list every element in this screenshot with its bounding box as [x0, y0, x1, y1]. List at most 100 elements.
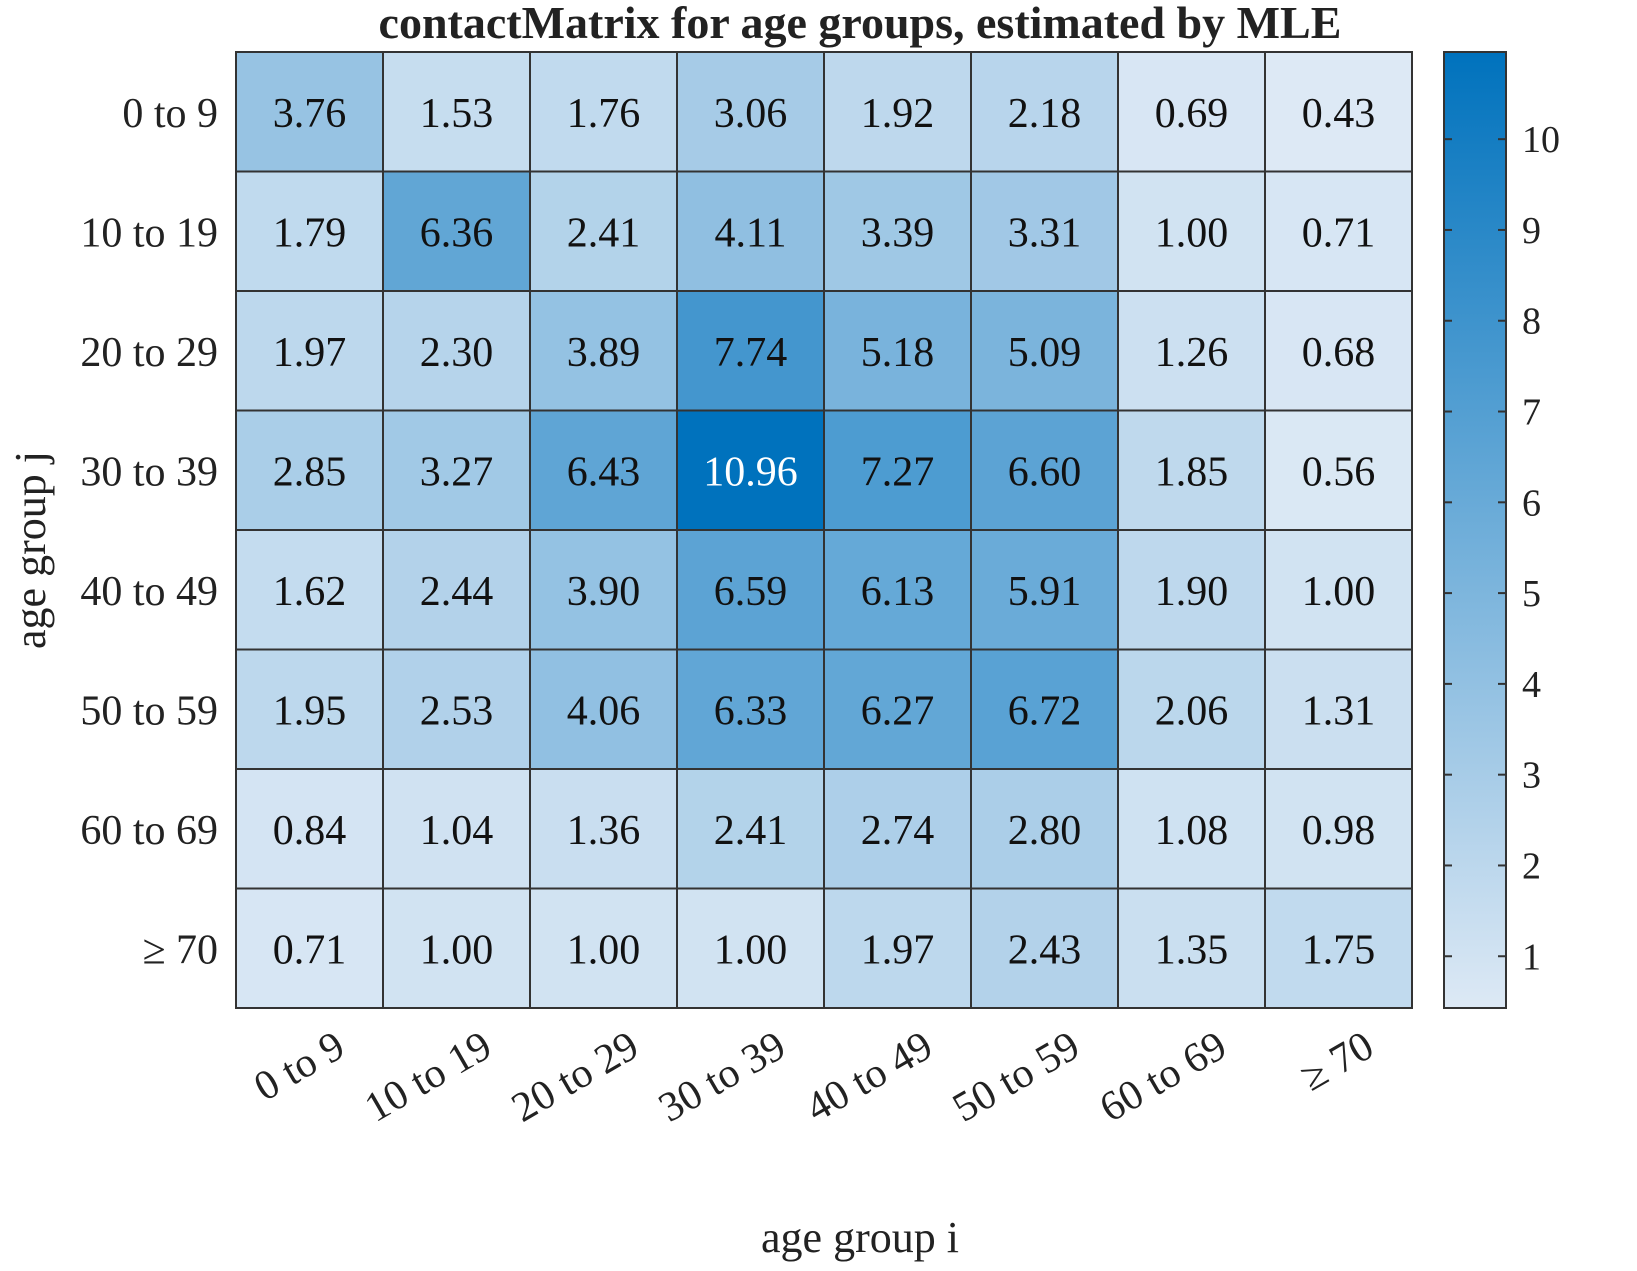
heatmap-cell	[1117, 409, 1266, 531]
cell-value-label: 3.89	[567, 330, 641, 376]
cell-value-label: 1.00	[1302, 569, 1376, 615]
heatmap-cell	[235, 409, 384, 531]
cell-value-label: 6.36	[420, 210, 494, 256]
heatmap-cell	[529, 887, 678, 1009]
x-tick-label: 0 to 9	[247, 1023, 353, 1111]
cell-value-label: 1.95	[273, 688, 347, 734]
cell-value-label: 2.74	[861, 808, 935, 854]
cell-value-label: 1.36	[567, 808, 641, 854]
heatmap-cell	[382, 887, 531, 1009]
cell-value-label: 6.33	[714, 688, 788, 734]
heatmap-cell	[676, 887, 825, 1009]
cell-value-label: 5.09	[1008, 330, 1082, 376]
colorbar-tick-label: 4	[1522, 664, 1541, 706]
cell-value-label: 1.00	[567, 927, 641, 973]
heatmap-cell	[823, 887, 972, 1009]
cell-value-label: 1.00	[1155, 210, 1229, 256]
heatmap-cell	[676, 51, 825, 173]
cell-value-label: 0.56	[1302, 449, 1376, 495]
cell-value-label: 2.18	[1008, 91, 1082, 137]
colorbar-tick-label: 9	[1522, 210, 1541, 252]
colorbar-tick-label: 6	[1522, 482, 1541, 524]
cell-value-label: 3.31	[1008, 210, 1082, 256]
heatmap-cell	[970, 768, 1119, 890]
cell-value-label: 6.60	[1008, 449, 1082, 495]
y-tick-label: 50 to 59	[80, 688, 218, 734]
heatmap-cell	[382, 170, 531, 292]
cell-value-label: 1.90	[1155, 569, 1229, 615]
y-axis-label: age group j	[6, 451, 55, 649]
y-tick-label: 60 to 69	[80, 808, 218, 854]
heatmap-cell	[676, 170, 825, 292]
heatmap-cell	[235, 887, 384, 1009]
x-tick-label: ≥ 70	[1293, 1023, 1381, 1101]
colorbar-tick-label: 8	[1522, 301, 1541, 343]
cell-value-label: 2.06	[1155, 688, 1229, 734]
colorbar-tick-label: 3	[1522, 755, 1541, 797]
cell-value-label: 0.98	[1302, 808, 1376, 854]
cell-value-label: 4.06	[567, 688, 641, 734]
cell-value-label: 1.04	[420, 808, 494, 854]
cell-value-label: 1.53	[420, 91, 494, 137]
cell-value-label: 2.41	[567, 210, 641, 256]
heatmap-cell	[529, 51, 678, 173]
cell-value-label: 6.43	[567, 449, 641, 495]
cell-value-label: 6.59	[714, 569, 788, 615]
heatmap-cell	[970, 648, 1119, 770]
cell-value-label: 1.00	[714, 927, 788, 973]
heatmap-cell	[235, 51, 384, 173]
cell-value-label: 6.27	[861, 688, 935, 734]
cell-value-label: 0.68	[1302, 330, 1376, 376]
heatmap-cell	[235, 290, 384, 412]
heatmap-cell	[970, 170, 1119, 292]
colorbar-ticks: 1 2 3 4 5 6 7 8 9 10	[1444, 119, 1560, 978]
cell-value-label: 1.76	[567, 91, 641, 137]
cell-value-label: 3.39	[861, 210, 935, 256]
cell-value-label: 7.74	[714, 330, 788, 376]
colorbar-tick-label: 1	[1522, 936, 1541, 978]
cell-value-label: 6.72	[1008, 688, 1082, 734]
y-axis-tick-labels: 0 to 9 10 to 19 20 to 29 30 to 39 40 to 49 50…	[80, 91, 218, 974]
chart-title: contactMatrix for age groups, estimated …	[379, 0, 1342, 48]
heatmap-cell	[823, 290, 972, 412]
cell-value-label: 1.35	[1155, 927, 1229, 973]
heatmap-cell	[1117, 290, 1266, 412]
y-tick-label: 40 to 49	[80, 569, 218, 615]
cell-value-label: 1.97	[861, 927, 935, 973]
cell-value-label: 0.71	[273, 927, 347, 973]
cell-value-label: 6.13	[861, 569, 935, 615]
cell-value-label: 1.08	[1155, 808, 1229, 854]
x-axis-tick-labels: 0 to 9 10 to 19 20 to 29 30 to 39 40 to 49 50…	[247, 1023, 1382, 1132]
cell-value-label: 3.90	[567, 569, 641, 615]
heatmap-cell	[235, 768, 384, 890]
y-tick-label: 30 to 39	[80, 449, 218, 495]
heatmap-cell	[823, 409, 972, 531]
cell-value-label: 1.62	[273, 569, 347, 615]
heatmap-cell	[970, 51, 1119, 173]
cell-value-label: 2.44	[420, 569, 494, 615]
cell-value-label: 5.18	[861, 330, 935, 376]
heatmap-cell	[1264, 170, 1413, 292]
cell-value-label: 5.91	[1008, 569, 1082, 615]
heatmap-cell	[382, 768, 531, 890]
heatmap-cell	[382, 51, 531, 173]
colorbar-tick-label: 10	[1522, 119, 1560, 161]
heatmap-cell	[676, 529, 825, 651]
heatmap-cell	[823, 529, 972, 651]
cell-value-label: 1.75	[1302, 927, 1376, 973]
cell-value-label: 1.26	[1155, 330, 1229, 376]
x-tick-label: 50 to 59	[945, 1023, 1087, 1132]
y-tick-label: 0 to 9	[122, 91, 218, 137]
cell-value-label: 3.76	[273, 91, 347, 137]
cell-value-label: 3.27	[420, 449, 494, 495]
cell-value-label: 0.84	[273, 808, 347, 854]
heatmap-cell	[676, 409, 825, 531]
heatmap-cell	[529, 768, 678, 890]
heatmap-cell	[1264, 51, 1413, 173]
heatmap-cell	[970, 290, 1119, 412]
cell-value-label: 2.85	[273, 449, 347, 495]
y-tick-label: 10 to 19	[80, 210, 218, 256]
cell-value-label: 0.43	[1302, 91, 1376, 137]
